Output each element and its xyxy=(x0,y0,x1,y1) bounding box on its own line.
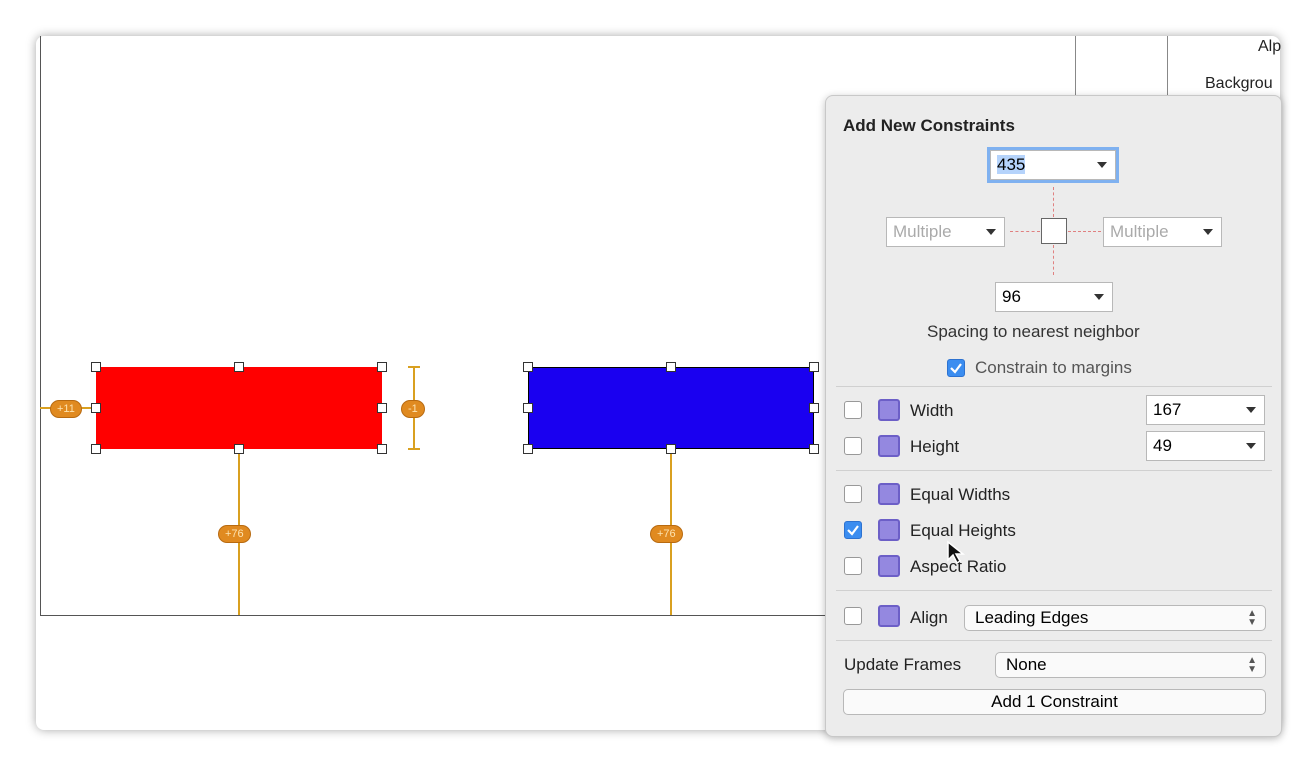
popup-value: Leading Edges xyxy=(975,608,1089,627)
field-value: 49 xyxy=(1153,436,1172,455)
constraint-line xyxy=(408,366,420,368)
resize-handle[interactable] xyxy=(377,403,387,413)
checkbox-label: Align xyxy=(910,608,948,627)
popup-value: None xyxy=(1006,655,1047,674)
update-frames-label: Update Frames xyxy=(844,655,962,674)
resize-handle[interactable] xyxy=(523,403,533,413)
inspector-label: Backgrou xyxy=(1205,75,1273,92)
inspector-divider xyxy=(1167,36,1168,96)
spacing-strut[interactable] xyxy=(1053,245,1054,275)
separator xyxy=(836,386,1272,387)
checkbox-label: Equal Heights xyxy=(910,521,1016,540)
spacing-caption: Spacing to nearest neighbor xyxy=(927,322,1140,341)
update-frames-popup[interactable]: None ▲ ▼ xyxy=(995,652,1266,678)
inspector-label: Alp xyxy=(1258,38,1282,55)
separator xyxy=(836,640,1272,641)
constraint-badge[interactable]: +76 xyxy=(218,525,251,543)
checkbox[interactable] xyxy=(844,485,862,503)
checkbox-label: Height xyxy=(910,437,960,456)
bottom-spacing-field[interactable]: 96 xyxy=(995,282,1113,312)
canvas-edge xyxy=(40,36,41,616)
resize-handle[interactable] xyxy=(234,444,244,454)
width-icon xyxy=(878,399,900,421)
right-spacing-field[interactable]: Multiple xyxy=(1103,217,1222,247)
mouse-cursor xyxy=(947,540,966,565)
canvas-edge xyxy=(40,615,826,616)
resize-handle[interactable] xyxy=(91,444,101,454)
resize-handle[interactable] xyxy=(809,444,819,454)
resize-handle[interactable] xyxy=(91,403,101,413)
separator xyxy=(836,470,1272,471)
aspect-ratio-icon xyxy=(878,555,900,577)
constraint-badge[interactable]: +76 xyxy=(650,525,683,543)
checkbox[interactable] xyxy=(844,401,862,419)
spacing-strut[interactable] xyxy=(1068,231,1101,232)
checkbox[interactable] xyxy=(947,359,965,377)
checkbox[interactable] xyxy=(844,607,862,625)
constraint-badge[interactable]: -1 xyxy=(401,400,425,418)
separator xyxy=(836,590,1272,591)
checkbox-label: Constrain to margins xyxy=(975,358,1132,377)
check-mark xyxy=(950,363,962,374)
field-value: Multiple xyxy=(893,222,952,241)
red-view[interactable] xyxy=(96,367,382,449)
field-value: 435 xyxy=(997,155,1026,174)
resize-handle[interactable] xyxy=(91,362,101,372)
resize-handle[interactable] xyxy=(809,403,819,413)
button-label: Add 1 Constraint xyxy=(991,692,1118,711)
constraint-badge[interactable]: +11 xyxy=(50,400,82,418)
height-icon xyxy=(878,435,900,457)
height-field[interactable]: 49 xyxy=(1146,431,1265,461)
equal-heights-icon xyxy=(878,519,900,541)
align-icon xyxy=(878,605,900,627)
top-spacing-field[interactable]: 435 xyxy=(990,150,1116,180)
resize-handle[interactable] xyxy=(809,362,819,372)
checkbox-label: Aspect Ratio xyxy=(910,557,1007,576)
checkbox[interactable] xyxy=(844,557,862,575)
resize-handle[interactable] xyxy=(523,362,533,372)
spacing-strut[interactable] xyxy=(1010,231,1040,232)
resize-handle[interactable] xyxy=(666,362,676,372)
checkbox-label: Width xyxy=(910,401,954,420)
add-constraint-button[interactable]: Add 1 Constraint xyxy=(843,689,1266,715)
spacing-diagram xyxy=(1041,218,1067,244)
constraint-line xyxy=(408,448,420,450)
resize-handle[interactable] xyxy=(234,362,244,372)
resize-handle[interactable] xyxy=(666,444,676,454)
blue-view[interactable] xyxy=(528,367,814,449)
width-field[interactable]: 167 xyxy=(1146,395,1265,425)
checkbox[interactable] xyxy=(844,437,862,455)
left-spacing-field[interactable]: Multiple xyxy=(886,217,1005,247)
field-value: 96 xyxy=(1002,287,1021,306)
align-popup[interactable]: Leading Edges ▲ ▼ xyxy=(964,605,1266,631)
resize-handle[interactable] xyxy=(377,444,387,454)
spacing-strut[interactable] xyxy=(1053,187,1054,217)
popover-title: Add New Constraints xyxy=(843,116,1015,135)
checkbox[interactable] xyxy=(844,521,862,539)
check-mark xyxy=(847,525,859,536)
resize-handle[interactable] xyxy=(523,444,533,454)
equal-widths-icon xyxy=(878,483,900,505)
field-value: Multiple xyxy=(1110,222,1169,241)
inspector-divider xyxy=(1075,36,1076,96)
field-value: 167 xyxy=(1153,400,1182,419)
resize-handle[interactable] xyxy=(377,362,387,372)
checkbox-label: Equal Widths xyxy=(910,485,1011,504)
